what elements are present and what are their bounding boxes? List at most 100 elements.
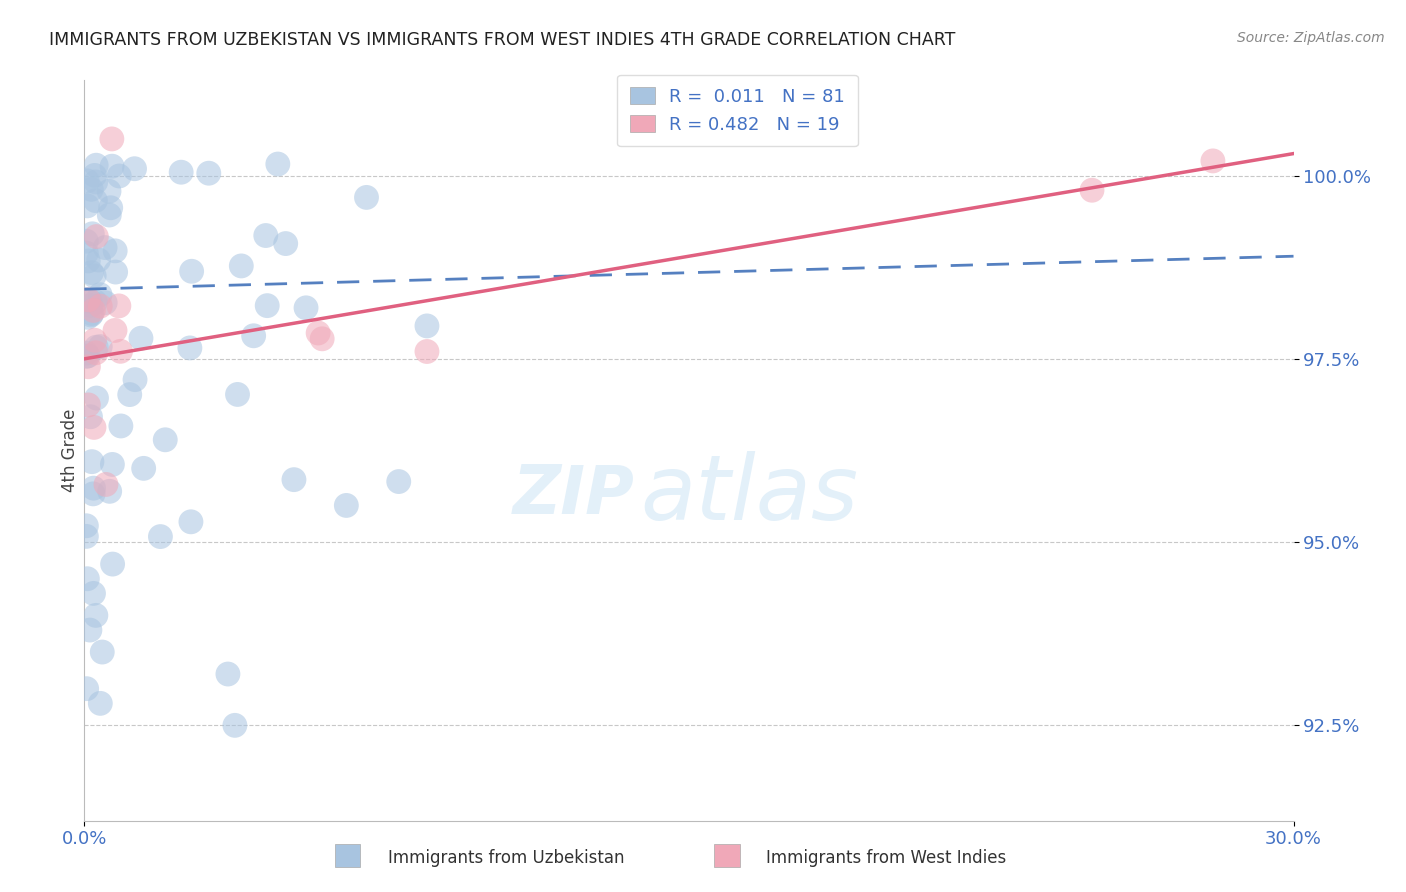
Point (82, 586, 104, 600)
Point (94, 295, 117, 310)
Point (83, 420, 105, 434)
Point (416, 344, 439, 359)
Point (76, 199, 98, 213)
Text: Source: ZipAtlas.com: Source: ZipAtlas.com (1237, 31, 1385, 45)
Point (77, 398, 100, 412)
Point (75, 246, 97, 260)
Point (224, 718, 246, 732)
Text: ZIP: ZIP (513, 462, 634, 528)
Point (132, 461, 155, 475)
Point (170, 165, 193, 179)
Point (254, 228, 277, 243)
Point (124, 373, 146, 387)
Point (1081, 183, 1104, 197)
Point (87, 252, 110, 267)
Point (101, 458, 124, 472)
Point (84, 345, 107, 359)
Point (101, 557, 124, 571)
Text: IMMIGRANTS FROM UZBEKISTAN VS IMMIGRANTS FROM WEST INDIES 4TH GRADE CORRELATION : IMMIGRANTS FROM UZBEKISTAN VS IMMIGRANTS… (49, 31, 956, 49)
Point (388, 475, 411, 489)
Point (80, 306, 103, 320)
Point (180, 264, 202, 278)
Point (75, 293, 97, 307)
Point (242, 328, 264, 343)
Point (77, 359, 100, 374)
Point (86, 391, 108, 405)
Point (335, 499, 357, 513)
Point (75, 346, 97, 360)
Point (80, 182, 103, 196)
Text: Immigrants from West Indies: Immigrants from West Indies (766, 849, 1005, 867)
Point (118, 387, 141, 401)
Legend: R =  0.011   N = 81, R = 0.482   N = 19: R = 0.011 N = 81, R = 0.482 N = 19 (617, 75, 858, 146)
Point (83, 268, 105, 283)
Point (89, 697, 111, 711)
Point (155, 433, 177, 447)
Point (231, 259, 253, 273)
Point (77, 349, 100, 363)
Point (226, 387, 249, 401)
Point (108, 299, 131, 313)
Point (91, 645, 114, 659)
Point (100, 201, 122, 215)
Point (84, 340, 107, 354)
Point (75, 529, 97, 543)
Point (416, 318, 439, 333)
Point (98, 484, 121, 499)
Point (104, 244, 127, 258)
Point (80, 455, 103, 469)
Point (180, 515, 202, 529)
Point (77, 254, 100, 268)
Point (101, 132, 124, 146)
Point (283, 473, 305, 487)
Point (80, 308, 103, 322)
Text: Immigrants from Uzbekistan: Immigrants from Uzbekistan (388, 849, 624, 867)
Point (110, 344, 132, 359)
Bar (335, 844, 360, 867)
Point (80, 299, 103, 313)
Point (76, 681, 98, 696)
Point (84, 194, 107, 208)
Point (108, 169, 131, 183)
Point (79, 623, 101, 637)
Point (104, 323, 127, 337)
Point (98, 208, 121, 222)
Y-axis label: 4th Grade: 4th Grade (60, 409, 79, 492)
Point (179, 341, 201, 355)
Point (256, 299, 278, 313)
Point (110, 419, 132, 434)
Point (83, 333, 105, 347)
Point (75, 518, 97, 533)
Point (84, 295, 107, 310)
Point (356, 190, 378, 204)
Point (83, 169, 105, 183)
Point (80, 266, 103, 280)
Point (76, 572, 98, 586)
Point (104, 265, 127, 279)
Point (79, 409, 101, 424)
Point (75, 234, 97, 248)
Point (307, 326, 329, 340)
Point (217, 667, 239, 681)
Point (75, 350, 97, 364)
Point (83, 481, 105, 495)
Point (311, 332, 333, 346)
Point (89, 287, 111, 301)
Point (149, 530, 172, 544)
Point (129, 331, 152, 345)
Point (77, 293, 100, 307)
Point (82, 487, 104, 501)
Point (89, 299, 111, 313)
Point (84, 175, 107, 189)
Point (197, 166, 219, 180)
Point (295, 301, 318, 315)
Point (79, 294, 101, 309)
Point (84, 608, 107, 623)
Point (82, 227, 104, 241)
Bar (714, 844, 740, 867)
Point (82, 303, 104, 318)
Point (76, 174, 98, 188)
Point (267, 157, 290, 171)
Point (1202, 153, 1225, 168)
Point (84, 158, 107, 172)
